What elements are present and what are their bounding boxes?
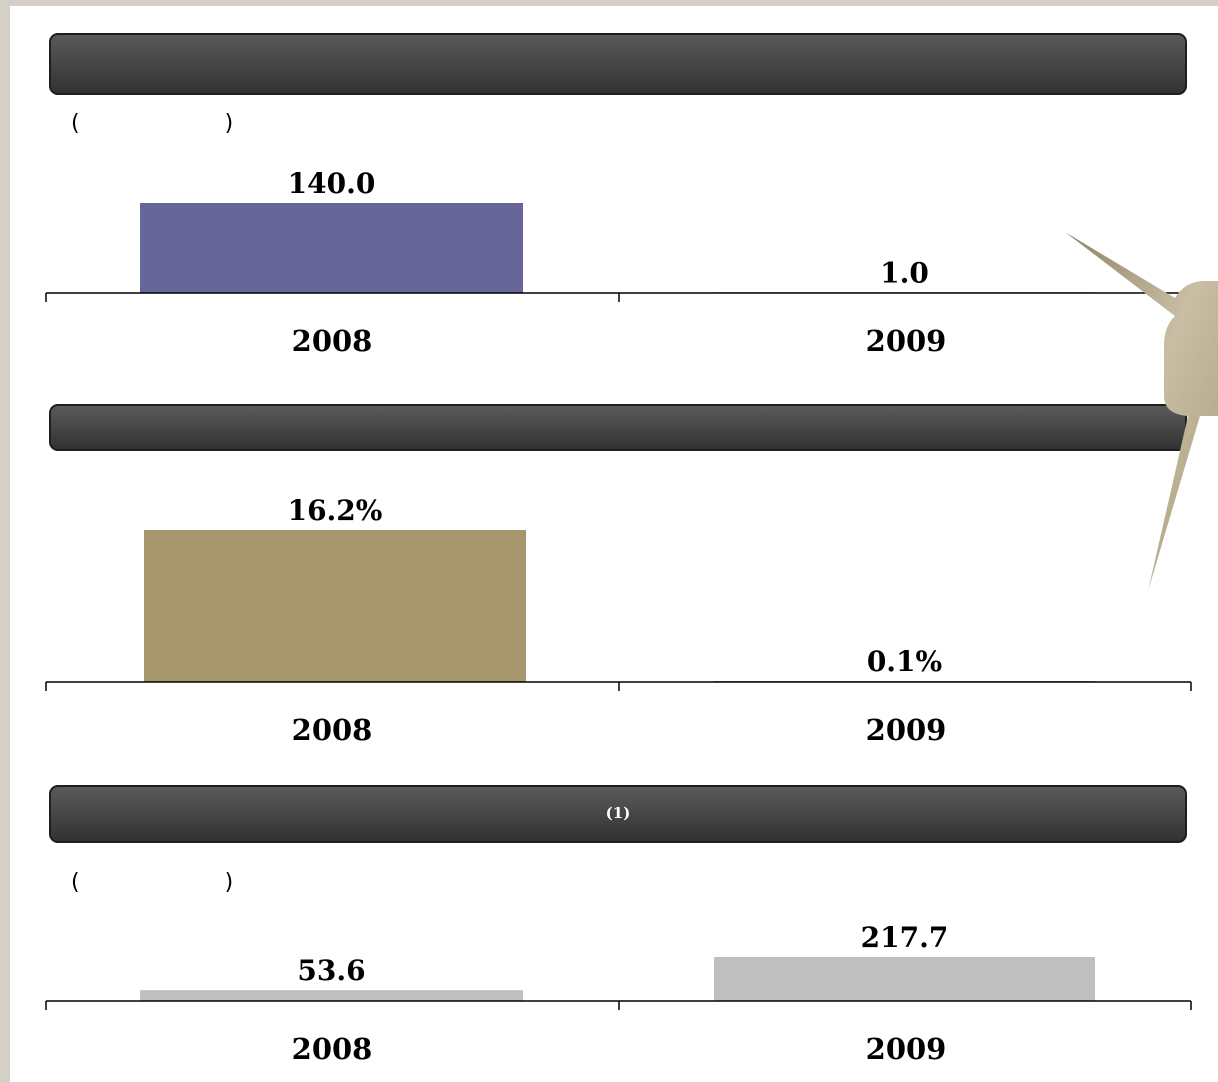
chart-3-value-label-2009: 217.7 — [861, 921, 949, 954]
chart-3-bar-2009 — [714, 957, 1095, 1001]
slide: () 140.0 1.0 2008 2009 16.2% 0.1% 2008 2009 (1… — [10, 6, 1218, 1082]
chart-1-value-label-2008: 140.0 — [288, 167, 376, 200]
panel-3-header-text: (1) — [605, 804, 631, 822]
chart-1-category-label-2008: 2008 — [292, 324, 373, 358]
callout-bubble-body — [1065, 232, 1218, 591]
chart-2-category-label-2009: 2009 — [866, 713, 947, 747]
unit-close-paren: ) — [224, 111, 234, 136]
unit-close-paren: ) — [224, 870, 234, 895]
panel-1-header — [49, 33, 1187, 95]
chart-1-value-label-2009: 1.0 — [880, 256, 929, 289]
chart-2-category-label-2008: 2008 — [292, 713, 373, 747]
panel-3-unit-text: () — [71, 870, 233, 895]
unit-open-paren: ( — [71, 870, 80, 895]
chart-2-svg: 16.2% 0.1% 2008 2009 — [45, 494, 1192, 747]
chart-1-bar-2008 — [140, 203, 523, 293]
chart-3-bar-2008 — [140, 990, 523, 1001]
unit-open-paren: ( — [71, 111, 80, 136]
chart-2-bar-2008 — [144, 530, 526, 682]
chart-3-svg: 53.6 217.7 2008 2009 — [45, 921, 1192, 1066]
chart-1-svg: 140.0 1.0 2008 2009 — [45, 167, 1192, 358]
panel-1-unit-label: () — [71, 111, 233, 136]
panel-1-unit-text: () — [71, 111, 233, 136]
callout-bubble-shape — [1065, 232, 1218, 591]
chart-3-value-label-2008: 53.6 — [297, 954, 365, 987]
chart-1-category-label-2009: 2009 — [866, 324, 947, 358]
panel-2-header — [49, 404, 1187, 451]
panel-3-unit-label: () — [71, 870, 233, 895]
chart-3-category-label-2008: 2008 — [292, 1032, 373, 1066]
chart-3-category-label-2009: 2009 — [866, 1032, 947, 1066]
chart-2-value-label-2009: 0.1% — [867, 645, 942, 678]
panel-3-header: (1) — [49, 785, 1187, 843]
chart-2-value-label-2008: 16.2% — [288, 494, 383, 527]
